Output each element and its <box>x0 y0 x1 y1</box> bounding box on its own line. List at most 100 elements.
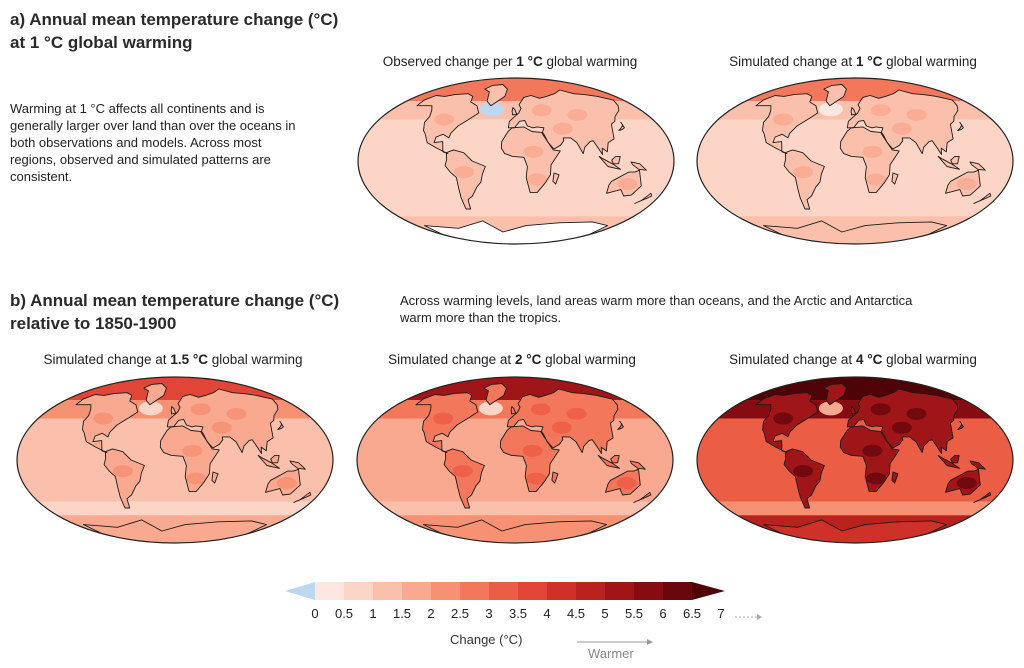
coastline <box>293 491 312 503</box>
coastline <box>265 468 301 496</box>
land-warming-patch <box>956 178 977 191</box>
land-fill <box>143 383 167 405</box>
coastline <box>783 448 825 509</box>
coastline <box>597 454 620 469</box>
coastline <box>499 425 560 492</box>
coastline <box>755 392 819 454</box>
land-fill <box>970 460 986 470</box>
coastline <box>783 149 825 210</box>
land-warming-patch <box>552 122 573 135</box>
land-warming-patch <box>276 477 297 490</box>
legend-tick-label: 0 <box>311 606 319 621</box>
legend-negative-triangle <box>285 582 315 600</box>
coastline <box>937 155 960 170</box>
land-fill <box>501 126 561 193</box>
land-fill <box>512 107 517 115</box>
panel-b-title-line2: relative to 1850-1900 <box>10 314 177 333</box>
map-title-simulated-4c: Simulated change at 4 °C global warming <box>698 352 1008 367</box>
coastline <box>103 448 145 509</box>
map-title-prefix: Simulated change at <box>388 352 515 367</box>
coastline <box>500 126 561 193</box>
legend-bin <box>431 582 460 600</box>
coastline <box>846 89 959 155</box>
map-title-prefix: Simulated change at <box>729 352 856 367</box>
map-title-suffix: global warming <box>542 54 638 69</box>
land-warming-patch <box>773 412 794 425</box>
coastline <box>973 491 992 503</box>
land-warming-patch <box>551 421 572 434</box>
legend-tick-label: 2 <box>427 606 435 621</box>
coastline <box>633 491 652 503</box>
legend-bin <box>460 582 489 600</box>
land-warming-patch <box>526 472 547 485</box>
land-fill <box>104 448 145 508</box>
map-title-prefix: Simulated change at <box>43 352 171 367</box>
map-simulated-1-5c <box>15 375 335 545</box>
map-simulated-4c <box>695 375 1015 545</box>
land-warming-patch <box>531 104 552 117</box>
panel-b-description: Across warming levels, land areas warm m… <box>400 293 913 325</box>
land-warming-patch <box>956 477 977 490</box>
land-warming-patch <box>862 145 883 158</box>
color-legend: 0 0.5 1 1.5 2 2.5 3 3.5 4 4.5 5 5.5 6 6.5 7 Change (°C… <box>270 578 770 668</box>
map-title-suffix: global warming <box>207 352 303 367</box>
land-warming-patch <box>226 407 247 420</box>
legend-bin <box>344 582 373 600</box>
legend-colorbar <box>285 582 762 620</box>
land-fill <box>823 383 847 405</box>
legend-tick-label: 3.5 <box>508 606 528 621</box>
land-fill <box>631 161 647 171</box>
land-fill <box>483 383 507 405</box>
land-warming-patch <box>891 421 912 434</box>
map-title-level: 1 °C <box>516 54 543 69</box>
coastline <box>424 220 608 244</box>
land-warming-patch <box>453 465 474 478</box>
coastline <box>957 420 964 431</box>
land-fill <box>784 448 825 508</box>
coastline <box>510 406 517 415</box>
panel-a-title-line2: at 1 °C global warming <box>10 33 193 52</box>
land-fill <box>500 425 560 492</box>
coastline <box>763 220 947 244</box>
coastline <box>755 93 819 155</box>
land-fill <box>511 406 516 414</box>
land-fill <box>851 107 856 115</box>
coastline <box>957 121 964 132</box>
latitude-band <box>697 501 1013 516</box>
latitude-band <box>358 202 674 217</box>
coastline <box>945 468 981 496</box>
coastline <box>950 454 960 464</box>
land-warming-patch <box>454 166 475 179</box>
land-fill <box>891 173 898 185</box>
legend-title: Change (°C) <box>450 632 523 647</box>
coastline <box>415 392 479 454</box>
coastline <box>839 425 900 492</box>
land-fill <box>445 149 486 209</box>
map-outline <box>356 376 674 544</box>
map-title-observed-1c: Observed change per 1 °C global warming <box>355 54 665 69</box>
coastline <box>423 519 607 543</box>
map-title-suffix: global warming <box>882 352 977 367</box>
latitude-band <box>358 78 674 102</box>
land-warming-patch <box>186 472 207 485</box>
legend-bin <box>518 582 547 600</box>
coastline <box>170 406 177 415</box>
legend-tick-label: 5 <box>601 606 609 621</box>
coastline <box>630 161 647 171</box>
latitude-band <box>697 78 1013 102</box>
legend-bin <box>634 582 663 600</box>
legend-bin <box>402 582 431 600</box>
coastline <box>850 107 857 116</box>
map-title-suffix: global warming <box>882 54 977 69</box>
land-fill <box>784 149 825 209</box>
map-title-simulated-1-5c: Simulated change at 1.5 °C global warmin… <box>18 352 328 367</box>
coastline <box>618 121 625 132</box>
legend-tick-label: 1 <box>369 606 377 621</box>
land-warming-patch <box>866 173 887 186</box>
legend-tick-label: 5.5 <box>624 606 644 621</box>
land-warming-patch <box>93 412 114 425</box>
latitude-band <box>697 202 1013 217</box>
coastline <box>166 388 279 454</box>
coastline <box>511 107 518 116</box>
land-warming-patch <box>567 108 588 121</box>
